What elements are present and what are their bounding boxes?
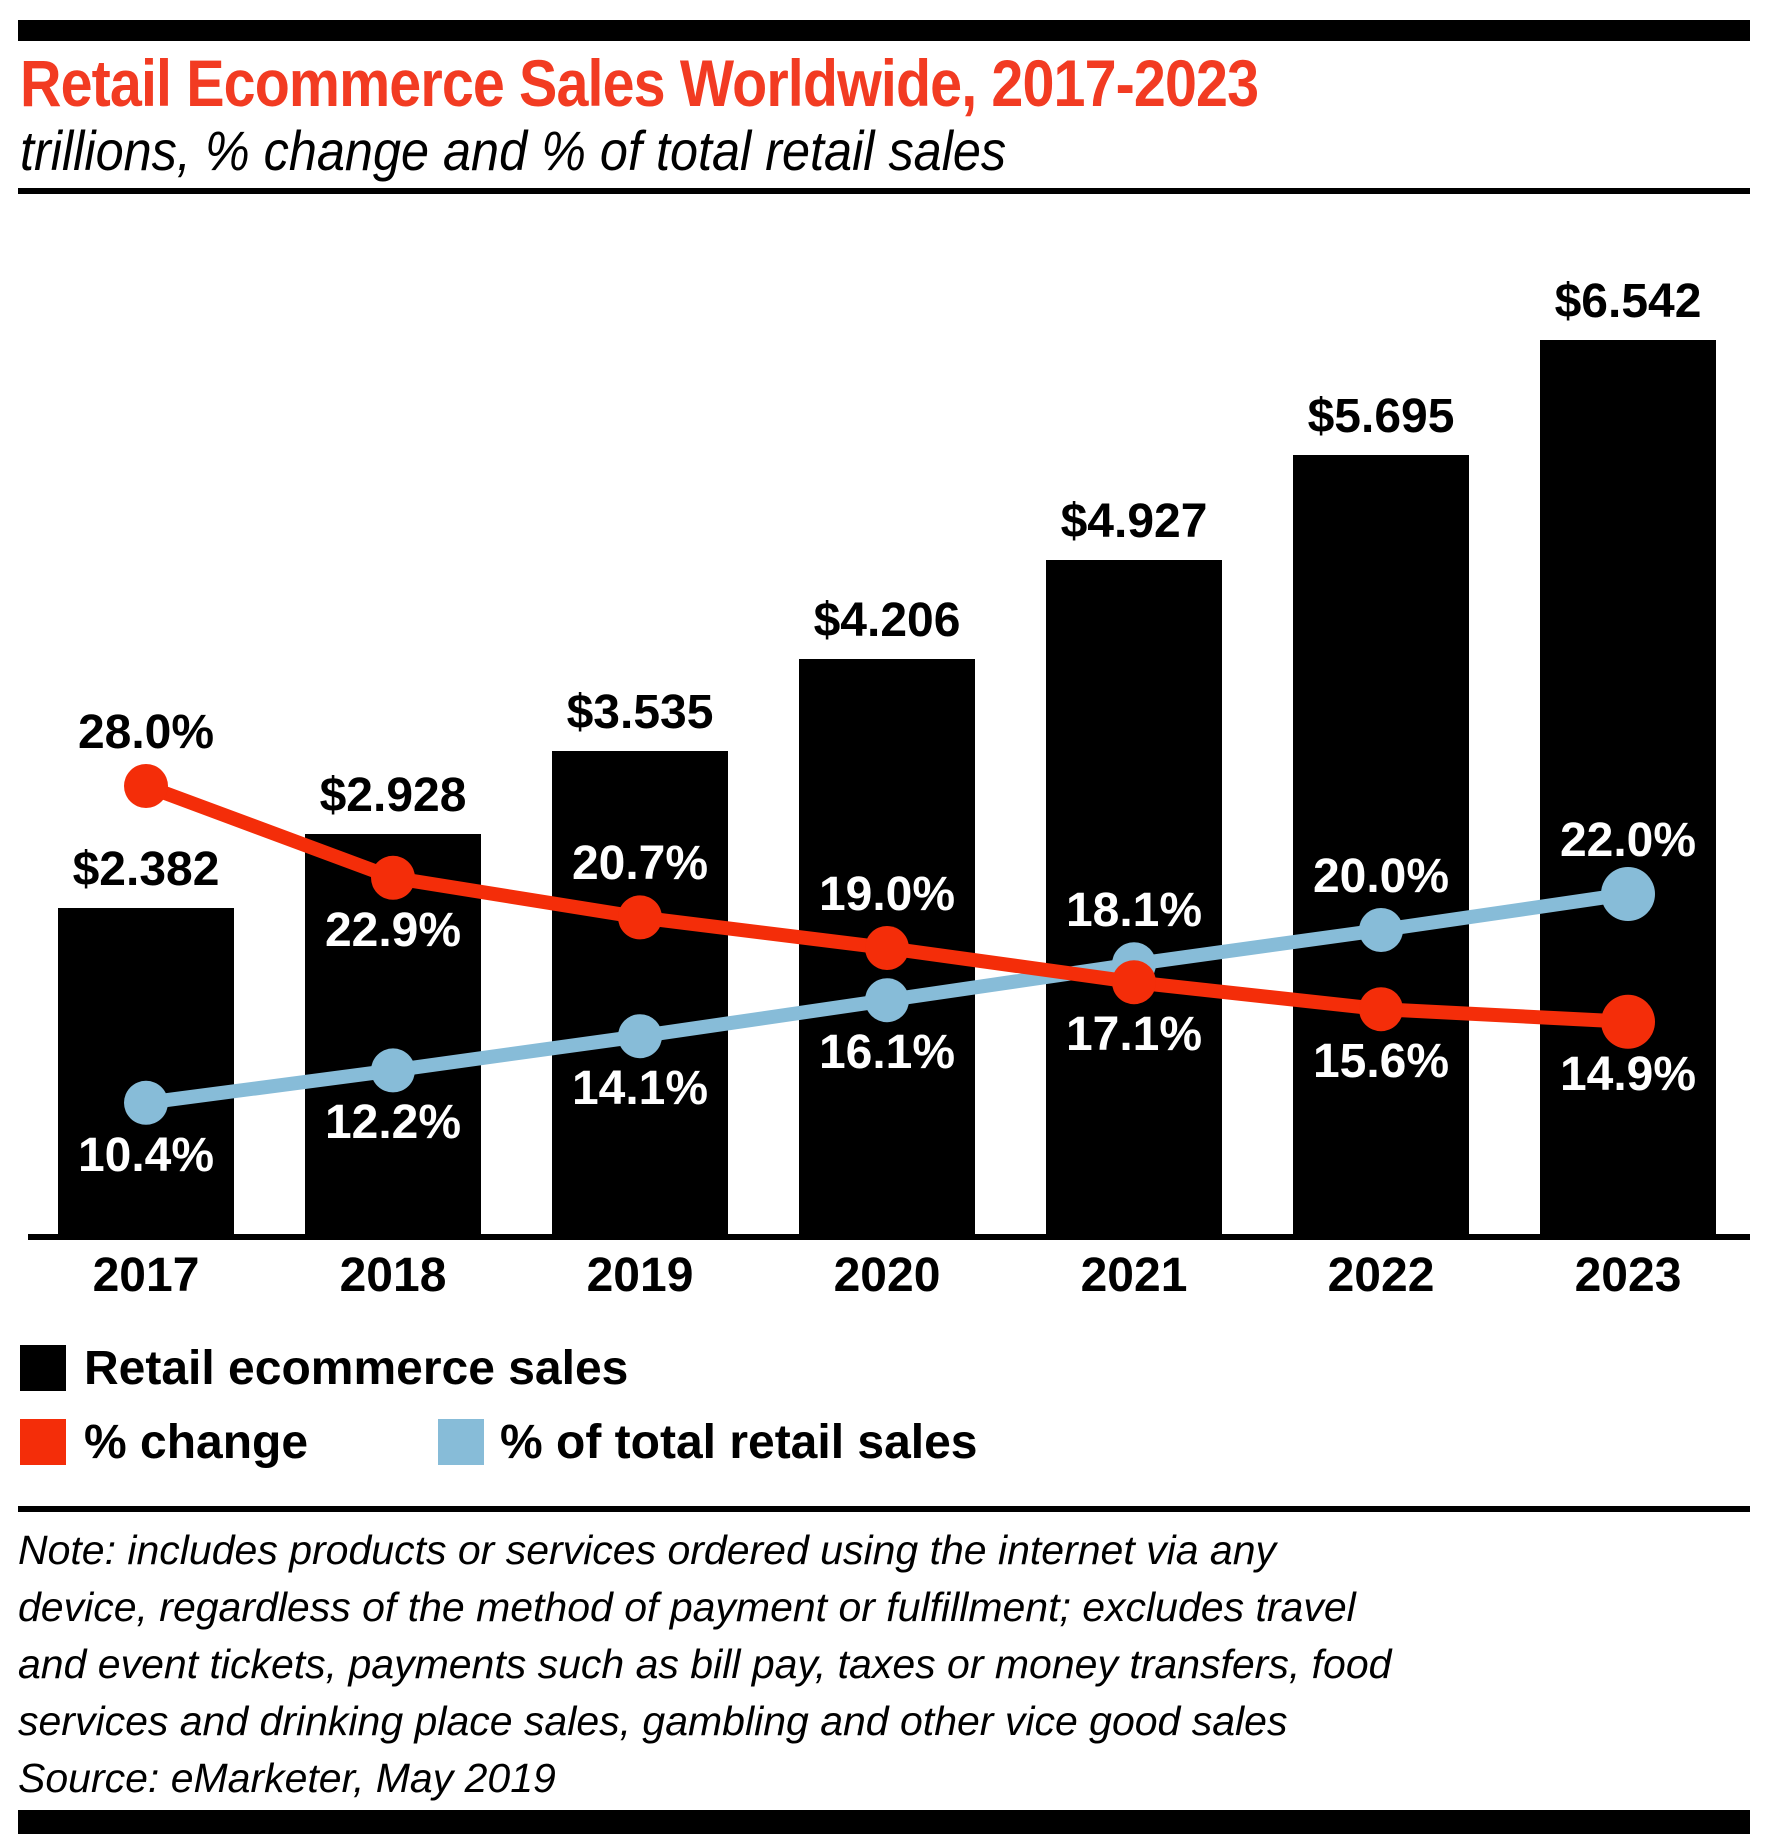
x-tick-2021: 2021 [1080,1249,1188,1302]
header-divider-rule [18,188,1750,194]
pct-of-total-label-2020: 16.1% [818,1026,956,1080]
legend-swatch-pct-of-total-retail-sales [438,1419,484,1465]
legend-label-pct-change: % change [84,1416,309,1469]
source-line: Source: eMarketer, May 2019 [18,1755,556,1801]
x-tick-2019: 2019 [586,1249,694,1302]
pct-of-total-label-2021: 18.1% [1065,884,1203,938]
legend-label-pct-of-total-retail-sales: % of total retail sales [500,1416,978,1469]
x-axis-line [28,1234,1750,1240]
x-tick-2018: 2018 [339,1249,447,1302]
bar-value-label-2019: $3.535 [566,685,714,739]
x-tick-2020: 2020 [833,1249,941,1302]
pct-of-total-label-2017: 10.4% [77,1128,215,1182]
pct-change-label-2019: 20.7% [571,837,709,891]
pct-change-label-2022: 15.6% [1312,1035,1450,1089]
bar-value-label-2022: $5.695 [1307,390,1455,444]
pct-change-label-2023: 14.9% [1559,1047,1697,1101]
pct-change-label-2021: 17.1% [1065,1008,1203,1062]
x-axis: 2017 2018 2019 2020 2021 2022 2023 [92,1249,1682,1302]
pct-of-total-label-2019: 14.1% [571,1062,709,1116]
note-line-1: Note: includes products or services orde… [18,1527,1277,1573]
x-tick-2017: 2017 [92,1249,200,1302]
bottom-border-bar [18,1810,1750,1834]
page-title: Retail Ecommerce Sales Worldwide, 2017-2… [20,46,1259,120]
legend-label-retail-ecommerce-sales: Retail ecommerce sales [84,1342,629,1395]
note-line-4: services and drinking place sales, gambl… [18,1698,1288,1744]
bar-value-label-2023: $6.542 [1554,274,1702,328]
pct-of-total-label-2022: 20.0% [1312,850,1450,903]
pct-of-total-label-2018: 12.2% [324,1096,462,1150]
bar-value-label-2020: $4.206 [813,594,961,648]
pct-change-label-2017: 28.0% [77,706,215,759]
legend-swatch-pct-change [20,1419,66,1465]
note-line-3: and event tickets, payments such as bill… [18,1641,1392,1687]
page-subtitle: trillions, % change and % of total retai… [20,119,1007,182]
legend-swatch-retail-ecommerce-sales [20,1345,66,1391]
bar-value-label-2021: $4.927 [1060,495,1208,549]
pct-of-total-label-2023: 22.0% [1559,814,1697,867]
top-border-bar [18,20,1750,41]
pct-change-label-2018: 22.9% [324,903,462,957]
x-tick-2022: 2022 [1327,1249,1435,1302]
x-tick-2023: 2023 [1574,1249,1682,1302]
note-line-2: device, regardless of the method of paym… [18,1584,1356,1630]
pct-change-label-2020: 19.0% [818,868,956,921]
footer-divider-rule [18,1506,1750,1512]
